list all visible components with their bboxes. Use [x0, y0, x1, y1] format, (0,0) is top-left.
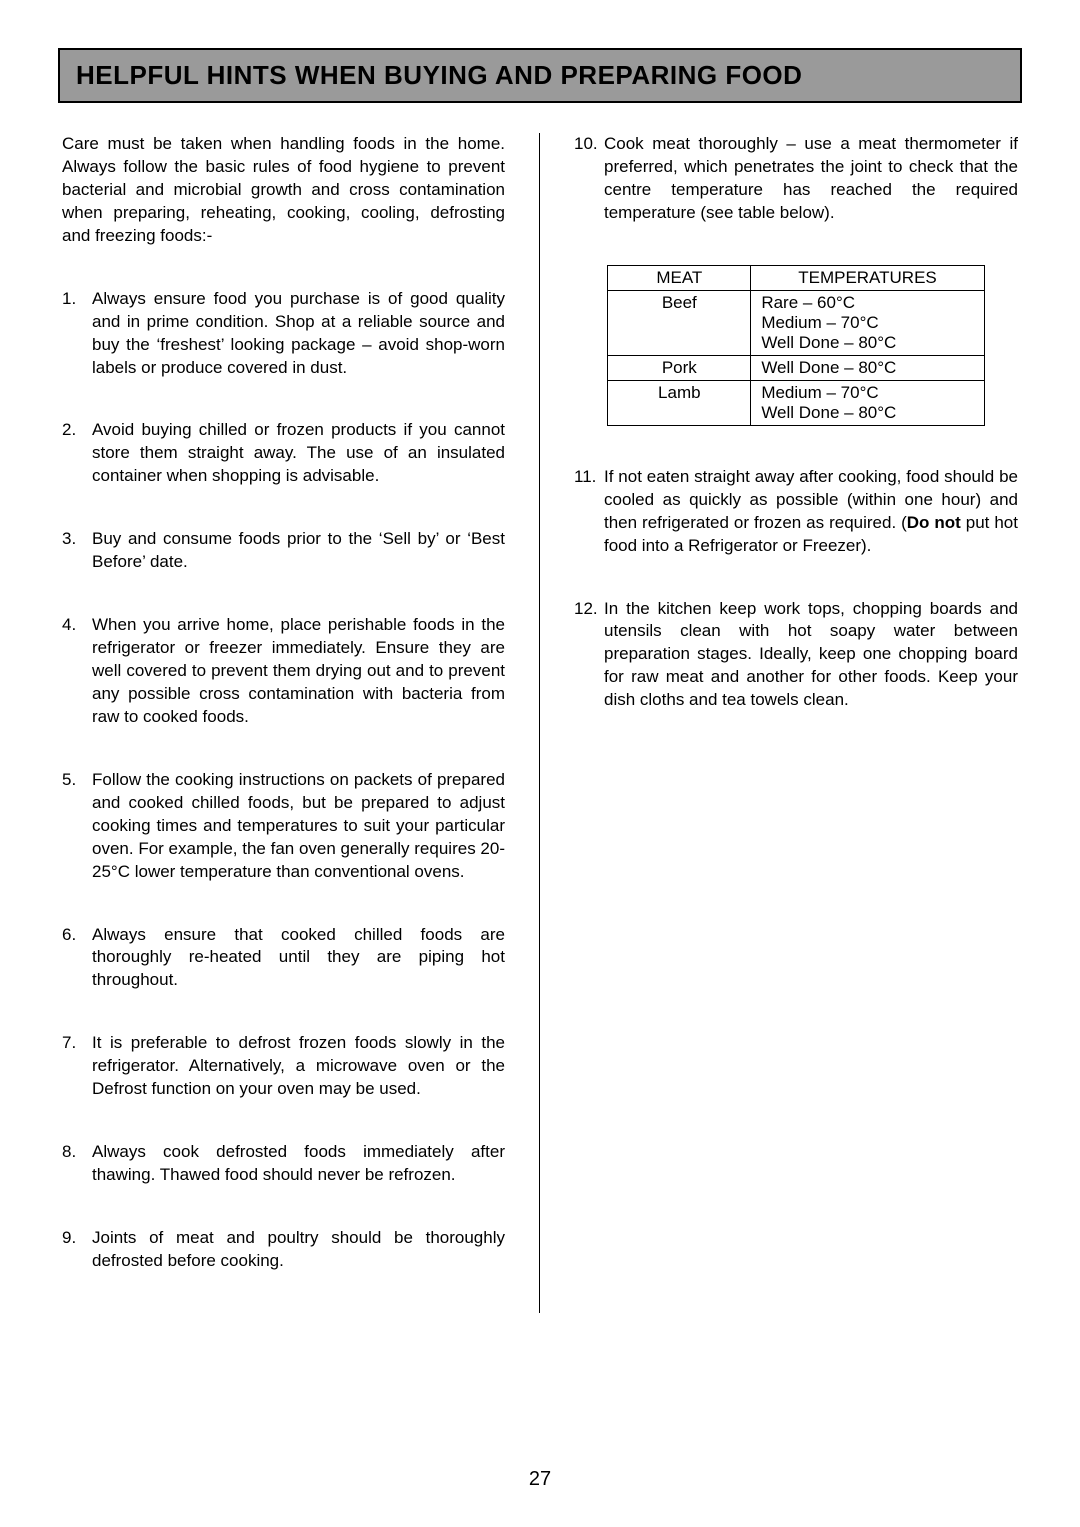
table-row: Beef Rare – 60°CMedium – 70°CWell Done –…	[608, 290, 984, 355]
hint-text: If not eaten straight away after cooking…	[604, 466, 1018, 558]
temps-cell: Rare – 60°CMedium – 70°CWell Done – 80°C	[751, 290, 984, 355]
hint-text: In the kitchen keep work tops, chopping …	[604, 598, 1018, 713]
hint-text: Always ensure that cooked chilled foods …	[92, 924, 505, 993]
hint-number: 12.	[574, 598, 604, 713]
temps-cell: Medium – 70°CWell Done – 80°C	[751, 380, 984, 425]
hint-item: 2.Avoid buying chilled or frozen product…	[62, 419, 505, 488]
hints-list-left: 1.Always ensure food you purchase is of …	[62, 288, 505, 1273]
hint-item: 11. If not eaten straight away after coo…	[574, 466, 1018, 558]
hint-number: 3.	[62, 528, 92, 574]
title-bar: HELPFUL HINTS WHEN BUYING AND PREPARING …	[58, 48, 1022, 103]
left-column: Care must be taken when handling foods i…	[58, 133, 540, 1313]
hint-item: 1.Always ensure food you purchase is of …	[62, 288, 505, 380]
hints-list-right-top: 10.Cook meat thoroughly – use a meat the…	[574, 133, 1018, 225]
hint-text: When you arrive home, place perishable f…	[92, 614, 505, 729]
hint-text: It is preferable to defrost frozen foods…	[92, 1032, 505, 1101]
hint-text: Buy and consume foods prior to the ‘Sell…	[92, 528, 505, 574]
hint-item: 3.Buy and consume foods prior to the ‘Se…	[62, 528, 505, 574]
hint-item: 9.Joints of meat and poultry should be t…	[62, 1227, 505, 1273]
hint-text: Follow the cooking instructions on packe…	[92, 769, 505, 884]
table-row: Pork Well Done – 80°C	[608, 355, 984, 380]
hint-number: 7.	[62, 1032, 92, 1101]
hint-text: Always cook defrosted foods immediately …	[92, 1141, 505, 1187]
hint-number: 9.	[62, 1227, 92, 1273]
hint-item: 6.Always ensure that cooked chilled food…	[62, 924, 505, 993]
table-header-row: MEAT TEMPERATURES	[608, 265, 984, 290]
hint-number: 4.	[62, 614, 92, 729]
meat-cell: Pork	[608, 355, 751, 380]
hint-item: 10.Cook meat thoroughly – use a meat the…	[574, 133, 1018, 225]
hint-text: Cook meat thoroughly – use a meat thermo…	[604, 133, 1018, 225]
hint-item: 4.When you arrive home, place perishable…	[62, 614, 505, 729]
hint-text: Avoid buying chilled or frozen products …	[92, 419, 505, 488]
right-column: 10.Cook meat thoroughly – use a meat the…	[540, 133, 1022, 1313]
hint-text-bold: Do not	[907, 513, 961, 532]
hint-number: 5.	[62, 769, 92, 884]
table-header-meat: MEAT	[608, 265, 751, 290]
meat-temperature-table: MEAT TEMPERATURES Beef Rare – 60°CMedium…	[607, 265, 984, 426]
meat-cell: Beef	[608, 290, 751, 355]
hint-number: 11.	[574, 466, 604, 558]
hint-item: 12. In the kitchen keep work tops, chopp…	[574, 598, 1018, 713]
page-number: 27	[0, 1468, 1080, 1491]
hint-item: 8.Always cook defrosted foods immediatel…	[62, 1141, 505, 1187]
page-title: HELPFUL HINTS WHEN BUYING AND PREPARING …	[76, 60, 1004, 91]
meat-cell: Lamb	[608, 380, 751, 425]
hint-number: 10.	[574, 133, 604, 225]
intro-paragraph: Care must be taken when handling foods i…	[62, 133, 505, 248]
hint-item: 5.Follow the cooking instructions on pac…	[62, 769, 505, 884]
two-column-layout: Care must be taken when handling foods i…	[58, 133, 1022, 1313]
temps-cell: Well Done – 80°C	[751, 355, 984, 380]
hint-number: 2.	[62, 419, 92, 488]
hint-item: 7.It is preferable to defrost frozen foo…	[62, 1032, 505, 1101]
hint-number: 6.	[62, 924, 92, 993]
hint-number: 8.	[62, 1141, 92, 1187]
table-header-temps: TEMPERATURES	[751, 265, 984, 290]
hint-text: Always ensure food you purchase is of go…	[92, 288, 505, 380]
hint-text: Joints of meat and poultry should be tho…	[92, 1227, 505, 1273]
hint-number: 1.	[62, 288, 92, 380]
hints-list-right-bottom: 11. If not eaten straight away after coo…	[574, 466, 1018, 712]
table-row: Lamb Medium – 70°CWell Done – 80°C	[608, 380, 984, 425]
